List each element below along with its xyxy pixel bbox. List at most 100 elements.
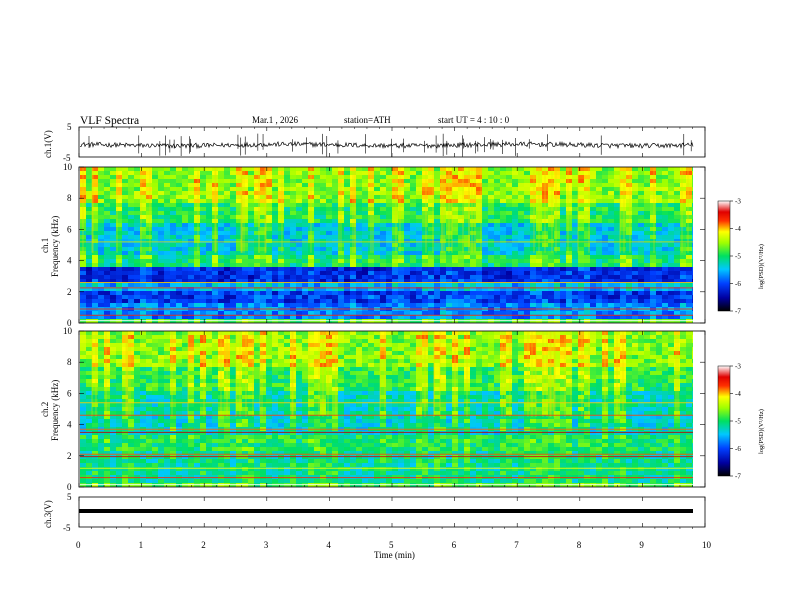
spectrogram-cell xyxy=(410,311,416,315)
spectrogram-cell xyxy=(158,375,164,379)
spectrogram-cell xyxy=(524,271,530,275)
spectrogram-cell xyxy=(170,247,176,251)
spectrogram-cell xyxy=(200,215,206,219)
spectrogram-cell xyxy=(572,179,578,183)
spectrogram-cell xyxy=(80,387,86,391)
spectrogram-cell xyxy=(314,239,320,243)
spectrogram-cell xyxy=(158,423,164,427)
spectrogram-cell xyxy=(110,451,116,455)
spectrogram-cell xyxy=(410,179,416,183)
spectrogram-cell xyxy=(224,187,230,191)
spectrogram-cell xyxy=(590,227,596,231)
date-label: Mar.1 , 2026 xyxy=(252,115,298,125)
spectrogram-cell xyxy=(440,291,446,295)
spectrogram-cell xyxy=(464,199,470,203)
spectrogram-cell xyxy=(146,235,152,239)
spectrogram-cell xyxy=(386,291,392,295)
spectrogram-cell xyxy=(176,255,182,259)
spectrogram-cell xyxy=(326,227,332,231)
spectrogram-cell xyxy=(506,299,512,303)
spectrogram-cell xyxy=(560,267,566,271)
spectrogram-cell xyxy=(626,191,632,195)
spectrogram-cell xyxy=(458,247,464,251)
spectrogram-cell xyxy=(548,199,554,203)
spectrogram-cell xyxy=(458,283,464,287)
spectrogram-cell xyxy=(242,175,248,179)
spectrogram-cell xyxy=(92,463,98,467)
spectrogram-cell xyxy=(458,271,464,275)
spectrogram-cell xyxy=(674,295,680,299)
spectrogram-cell xyxy=(308,315,314,319)
spectrogram-cell xyxy=(362,207,368,211)
spectrogram-cell xyxy=(98,219,104,223)
spectrogram-cell xyxy=(518,291,524,295)
spectrogram-cell xyxy=(608,275,614,279)
spectrogram-cell xyxy=(332,247,338,251)
spectrogram-cell xyxy=(146,451,152,455)
spectrogram-cell xyxy=(176,479,182,483)
spectrogram-cell xyxy=(200,271,206,275)
spectrogram-cell xyxy=(446,291,452,295)
spectrogram-cell xyxy=(686,263,692,267)
spectrogram-cell xyxy=(188,479,194,483)
spectrogram-cell xyxy=(308,311,314,315)
spectrogram-cell xyxy=(176,259,182,263)
spectrogram-cell xyxy=(320,203,326,207)
spectrogram-cell xyxy=(194,367,200,371)
spectrogram-cell xyxy=(134,279,140,283)
spectrogram-cell xyxy=(182,195,188,199)
spectrogram-cell xyxy=(602,315,608,319)
spectrogram-cell xyxy=(560,299,566,303)
spectrogram-cell xyxy=(344,179,350,183)
spectrogram-cell xyxy=(530,219,536,223)
spectrogram-cell xyxy=(134,439,140,443)
spectrogram-cell xyxy=(476,299,482,303)
spectrogram-cell xyxy=(608,299,614,303)
spectrogram-cell xyxy=(596,175,602,179)
spectrogram-cell xyxy=(158,203,164,207)
spectrogram-cell xyxy=(278,251,284,255)
spectrogram-cell xyxy=(278,243,284,247)
spectrogram-cell xyxy=(176,339,182,343)
spectrogram-cell xyxy=(626,235,632,239)
spectrogram-cell xyxy=(212,259,218,263)
spectrogram-cell xyxy=(158,443,164,447)
spectrogram-cell xyxy=(236,291,242,295)
spectrogram-cell xyxy=(200,207,206,211)
spectrogram-cell xyxy=(344,287,350,291)
spectrogram-cell xyxy=(584,287,590,291)
spectrogram-cell xyxy=(488,279,494,283)
spectrogram-cell xyxy=(134,239,140,243)
spectrogram-cell xyxy=(332,211,338,215)
spectrogram-cell xyxy=(104,251,110,255)
spectrogram-cell xyxy=(548,303,554,307)
spectrogram-cell xyxy=(536,311,542,315)
spectrogram-cell xyxy=(416,275,422,279)
spectrogram-cell xyxy=(608,211,614,215)
spectrogram-cell xyxy=(458,235,464,239)
spectrogram-cell xyxy=(236,203,242,207)
spectrogram-cell xyxy=(350,263,356,267)
spectrogram-cell xyxy=(200,291,206,295)
spectrogram-cell xyxy=(320,291,326,295)
spectrogram-cell xyxy=(656,179,662,183)
spectrogram-cell xyxy=(686,315,692,319)
spectrogram-cell xyxy=(488,291,494,295)
spectrogram-cell xyxy=(248,239,254,243)
spectrogram-cell xyxy=(434,259,440,263)
spectrogram-cell xyxy=(164,415,170,419)
spectrogram-cell xyxy=(680,251,686,255)
spectrogram-cell xyxy=(686,203,692,207)
spectrogram-cell xyxy=(566,195,572,199)
spectrogram-cell xyxy=(242,299,248,303)
spectrogram-cell xyxy=(86,315,92,319)
spectrogram-cell xyxy=(392,259,398,263)
spectrogram-cell xyxy=(614,311,620,315)
spectrogram-cell xyxy=(662,167,668,171)
spectrogram-cell xyxy=(110,467,116,471)
spectrogram-cell xyxy=(320,199,326,203)
spectrogram-cell xyxy=(254,211,260,215)
spectrogram-cell xyxy=(506,311,512,315)
spectrogram-cell xyxy=(626,239,632,243)
spectrogram-cell xyxy=(674,263,680,267)
